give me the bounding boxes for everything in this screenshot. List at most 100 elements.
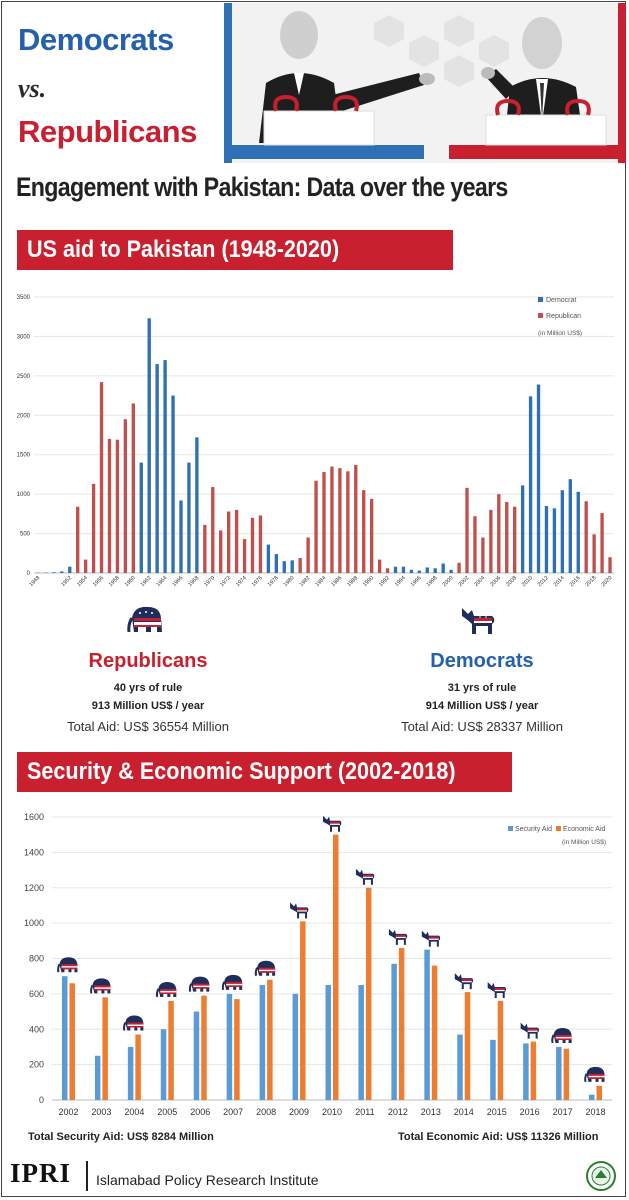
aid-bar — [171, 395, 175, 573]
security-bar — [325, 985, 331, 1100]
aid-bar — [76, 506, 80, 573]
aid-bar — [370, 498, 374, 573]
donkey-icon — [520, 1022, 539, 1039]
aid-chart-xtick: 1958 — [108, 575, 121, 588]
economic-bar — [431, 965, 438, 1100]
security-bar — [94, 1055, 101, 1100]
aid-bar — [91, 483, 96, 573]
aid-bar — [211, 487, 215, 573]
aid-chart-xtick: 1980 — [283, 575, 296, 588]
donkey-icon — [290, 902, 309, 919]
aid-bar — [338, 468, 342, 573]
legend-label-economic: Economic Aid — [563, 826, 606, 833]
aid-chart-ytick: 2000 — [17, 413, 31, 419]
economic-bar — [234, 999, 240, 1100]
democrats-heading: Democrats — [430, 650, 534, 672]
aid-bar — [187, 462, 191, 573]
aid-bar — [489, 509, 493, 573]
aid-bar — [377, 559, 382, 573]
aid-chart-xtick: 1976 — [251, 575, 264, 588]
economic-bar — [563, 1048, 570, 1100]
security-bar — [226, 993, 233, 1100]
ipri-name: Islamabad Policy Research Institute — [96, 1172, 319, 1188]
economic-bar — [267, 979, 273, 1100]
support-chart-xtick: 2018 — [586, 1107, 606, 1117]
support-chart-xtick: 2009 — [289, 1107, 309, 1117]
economic-bar — [201, 995, 207, 1100]
aid-chart-ytick: 0 — [27, 571, 31, 577]
support-chart-xtick: 2002 — [58, 1107, 78, 1117]
republicans-heading: Republicans — [88, 650, 208, 672]
security-bar — [523, 1043, 529, 1100]
elephant-icon — [127, 606, 162, 633]
aid-chart-xtick: 1948 — [28, 575, 41, 588]
section1-title: US aid to Pakistan (1948-2020) — [27, 236, 340, 263]
legend-swatch-economic — [556, 826, 561, 831]
title-republicans: Republicans — [18, 114, 197, 149]
economic-bar — [464, 992, 471, 1100]
aid-bar — [83, 559, 88, 573]
aid-chart-xtick: 2008 — [505, 575, 518, 588]
legend-swatch-democrat — [538, 297, 543, 302]
aid-bar — [393, 566, 398, 573]
aid-chart-xtick: 1990 — [362, 575, 375, 588]
support-chart-xtick: 2007 — [223, 1107, 243, 1117]
aid-bar — [409, 569, 414, 573]
aid-chart-xtick: 1956 — [92, 575, 105, 588]
aid-bar — [314, 480, 318, 573]
aid-bar — [362, 490, 366, 573]
security-bar — [127, 1046, 134, 1100]
aid-bar — [544, 505, 549, 573]
aid-chart-ytick: 3500 — [17, 295, 31, 301]
right-podium — [485, 98, 607, 146]
aid-bar — [306, 537, 310, 573]
section1-banner: US aid to Pakistan (1948-2020) — [17, 230, 453, 270]
support-chart-xtick: 2005 — [157, 1107, 177, 1117]
aid-bar — [131, 403, 135, 573]
support-chart: 0 200 400 600 800 1000 1200 1400 1600 2002 2003 20… — [24, 812, 612, 1117]
aid-bar — [417, 570, 422, 573]
title-vs: vs. — [18, 74, 47, 103]
security-bar — [424, 949, 430, 1100]
elephant-icon — [57, 957, 78, 973]
aid-chart-xtick: 2020 — [601, 575, 614, 588]
aid-chart-xtick: 1982 — [299, 575, 312, 588]
security-bar — [391, 963, 397, 1100]
security-bar — [259, 985, 266, 1100]
aid-chart-xtick: 1972 — [219, 575, 232, 588]
support-chart-xtick: 2012 — [388, 1107, 408, 1117]
hexagon-pattern — [374, 15, 509, 87]
economic-bar — [300, 921, 306, 1100]
support-chart-ytick: 200 — [29, 1060, 44, 1070]
support-chart-xtick: 2017 — [553, 1107, 573, 1117]
elephant-icon — [221, 974, 243, 991]
aid-bar — [330, 466, 334, 573]
aid-bar — [195, 437, 199, 573]
aid-bar — [481, 537, 485, 573]
emblem-icon — [586, 1161, 616, 1191]
aid-bar — [234, 509, 239, 573]
aid-bar — [219, 530, 223, 573]
support-chart-xtick: 2008 — [256, 1107, 276, 1117]
support-chart-ytick: 800 — [29, 954, 44, 964]
aid-bar — [282, 561, 286, 573]
economic-bar — [135, 1034, 141, 1100]
aid-bar — [457, 562, 461, 573]
aid-chart-legend: Democrat Republican (in Million US$) — [538, 297, 582, 337]
aid-chart-xtick: 1962 — [140, 575, 153, 588]
aid-chart-xtick: 1966 — [171, 575, 184, 588]
support-chart-ytick: 1600 — [24, 812, 44, 822]
aid-bar — [449, 569, 453, 573]
support-chart-ytick: 0 — [39, 1095, 44, 1105]
ipri-logo: IPRI — [10, 1158, 72, 1188]
aid-bar — [52, 572, 56, 573]
elephant-icon — [254, 960, 276, 976]
economic-bar — [69, 983, 75, 1100]
democrats-years: 31 yrs of rule — [447, 682, 517, 694]
republicans-per-year: 913 Million US$ / year — [91, 700, 205, 712]
aid-bar — [425, 567, 429, 573]
security-bar — [292, 993, 299, 1100]
elephant-icon — [90, 978, 111, 994]
support-chart-xtick: 2013 — [421, 1107, 441, 1117]
